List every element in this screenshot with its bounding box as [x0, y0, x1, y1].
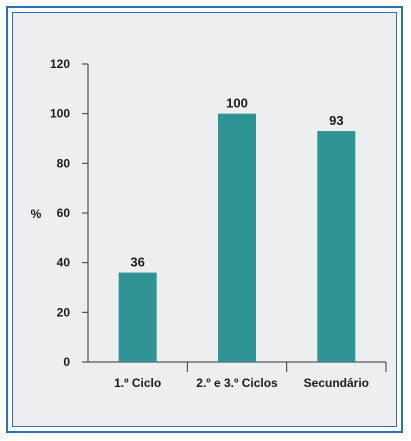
bar-value-label: 36: [130, 255, 144, 270]
bar-value-label: 100: [226, 96, 248, 111]
y-axis-label: %: [31, 207, 42, 221]
y-tick-label: 0: [63, 355, 70, 369]
y-ticks: 0 20 40 60 80 100 120: [50, 57, 88, 369]
y-tick-label: 40: [57, 256, 71, 270]
y-tick-label: 100: [50, 107, 70, 121]
bar: [317, 131, 356, 362]
x-tick-label: 1.º Ciclo: [114, 376, 161, 390]
bar: [118, 272, 157, 362]
x-tick-labels: 1.º Ciclo 2.º e 3.º Ciclos Secundário: [114, 362, 387, 390]
bar-value-label: 93: [329, 113, 343, 128]
bars: 36 100 93: [118, 96, 356, 363]
x-tick-label: Secundário: [304, 376, 369, 390]
bar: [218, 113, 256, 363]
y-tick-label: 80: [57, 156, 71, 170]
y-tick-label: 120: [50, 57, 70, 71]
y-tick-label: 20: [57, 305, 71, 319]
y-tick-label: 60: [57, 206, 71, 220]
x-tick-label: 2.º e 3.º Ciclos: [196, 376, 278, 390]
